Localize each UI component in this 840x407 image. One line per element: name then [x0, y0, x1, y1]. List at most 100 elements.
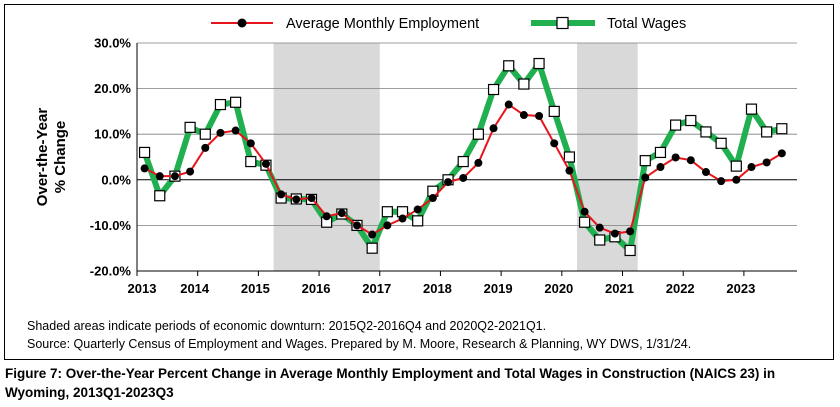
total-wages-marker — [457, 155, 469, 168]
employment-marker — [717, 177, 726, 186]
employment-marker — [686, 156, 695, 165]
x-tick-label: 2014 — [180, 281, 210, 296]
employment-marker — [444, 178, 453, 187]
total-wages-marker — [412, 215, 424, 227]
total-wages-marker — [745, 103, 758, 115]
employment-marker — [322, 212, 331, 221]
total-wages-marker — [761, 126, 773, 138]
total-wages-marker — [533, 57, 545, 70]
employment-marker — [231, 126, 240, 135]
legend-label-employment: Average Monthly Employment — [286, 16, 479, 32]
employment-marker — [595, 223, 604, 232]
total-wages-marker — [776, 123, 788, 135]
shaded-areas-note: Shaded areas indicate periods of economi… — [27, 319, 547, 333]
employment-marker — [489, 124, 498, 133]
employment-marker — [261, 159, 270, 168]
employment-marker — [398, 214, 407, 223]
employment-marker — [170, 172, 179, 181]
total-wages-marker — [548, 105, 560, 118]
x-tick-label: 2016 — [302, 281, 331, 296]
employment-marker — [641, 173, 650, 182]
employment-marker — [459, 173, 468, 182]
total-wages-marker — [624, 244, 636, 257]
employment-marker — [777, 149, 786, 158]
employment-marker — [201, 143, 210, 152]
total-wages-marker — [578, 216, 591, 228]
total-wages-marker — [487, 83, 500, 96]
x-tick-label: 2013 — [128, 281, 157, 296]
employment-marker — [368, 230, 377, 239]
total-wages-marker — [214, 98, 227, 111]
figure-caption: Figure 7: Over-the-Year Percent Change i… — [5, 366, 776, 400]
x-tick-label: 2018 — [423, 281, 452, 296]
total-wages-marker — [472, 128, 484, 140]
total-wages-marker — [366, 242, 378, 254]
employment-marker — [277, 190, 286, 199]
employment-marker — [155, 172, 164, 181]
total-wages-marker — [503, 60, 515, 72]
employment-marker — [292, 195, 301, 204]
employment-marker — [626, 227, 635, 236]
employment-marker — [656, 163, 665, 172]
employment-marker — [550, 139, 559, 148]
employment-marker — [610, 229, 619, 238]
y-axis-title: Over-the-Year% Change — [34, 108, 69, 207]
legend-marker-total-wages — [556, 16, 569, 30]
total-wages-marker — [563, 151, 576, 163]
employment-marker — [246, 139, 255, 148]
employment-marker — [519, 111, 528, 120]
employment-marker — [383, 221, 392, 230]
employment-marker — [504, 100, 513, 109]
source-note: Source: Quarterly Census of Employment a… — [27, 337, 692, 351]
total-wages-marker — [654, 146, 667, 159]
employment-marker — [353, 221, 361, 230]
x-tick-label: 2020 — [544, 281, 573, 296]
employment-marker — [580, 207, 589, 216]
total-wages-marker — [715, 137, 727, 149]
employment-marker — [428, 194, 437, 203]
y-tick-label: 20.0% — [94, 81, 131, 96]
employment-marker — [413, 205, 422, 214]
y-tick-label: 10.0% — [94, 127, 131, 142]
y-tick-label: 30.0% — [94, 36, 131, 51]
employment-marker — [216, 128, 225, 137]
employment-marker — [565, 166, 574, 175]
employment-marker — [337, 209, 346, 218]
employment-marker — [732, 175, 741, 184]
x-tick-label: 2022 — [666, 281, 695, 296]
total-wages-marker — [594, 234, 606, 246]
employment-marker — [307, 194, 316, 203]
total-wages-marker — [700, 126, 712, 138]
total-wages-marker — [154, 190, 166, 202]
employment-marker — [701, 168, 710, 177]
total-wages-marker — [230, 96, 242, 108]
x-tick-label: 2017 — [362, 281, 391, 296]
total-wages-marker — [730, 160, 742, 172]
legend-marker-employment — [237, 18, 247, 28]
total-wages-marker — [639, 155, 651, 167]
employment-marker — [535, 111, 544, 120]
x-tick-label: 2023 — [726, 281, 755, 296]
x-tick-label: 2019 — [484, 281, 513, 296]
total-wages-marker — [245, 155, 257, 168]
x-tick-label: 2015 — [241, 281, 270, 296]
employment-marker — [762, 158, 771, 167]
total-wages-marker — [518, 78, 530, 90]
total-wages-marker — [199, 128, 211, 140]
employment-marker — [474, 158, 483, 167]
employment-marker — [186, 167, 195, 176]
total-wages-marker — [670, 119, 682, 131]
employment-marker — [140, 164, 149, 173]
total-wages-marker — [381, 206, 393, 218]
legend-label-total-wages: Total Wages — [607, 16, 686, 32]
chart-frame: 30.0% 20.0% 10.0% 0.0% -10.0% -20.0% 2013 2014 2… — [4, 4, 834, 360]
total-wages-marker — [138, 146, 151, 159]
y-tick-label: -10.0% — [90, 218, 132, 233]
y-tick-label: -20.0% — [90, 264, 132, 279]
employment-marker — [671, 153, 680, 162]
total-wages-marker — [184, 121, 196, 133]
employment-marker — [747, 163, 756, 172]
x-tick-label: 2021 — [605, 281, 634, 296]
line-chart: 30.0% 20.0% 10.0% 0.0% -10.0% -20.0% 2013 2014 2… — [34, 16, 797, 296]
y-tick-label: 0.0% — [101, 172, 131, 187]
